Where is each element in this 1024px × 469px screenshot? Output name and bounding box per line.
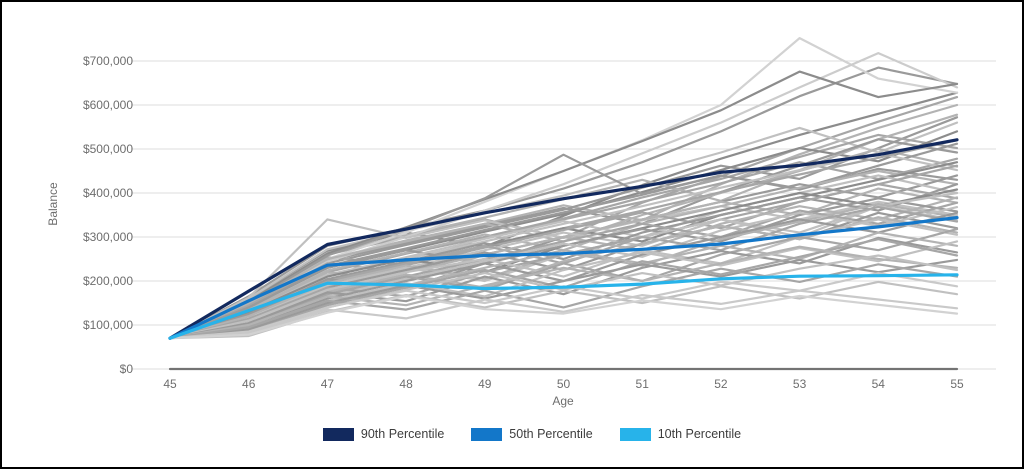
x-tick-label: 50 [557, 377, 571, 391]
y-tick-label: $600,000 [83, 98, 133, 112]
simulation-path [168, 236, 959, 340]
y-tick-label: $100,000 [83, 318, 133, 332]
50th-percentile-line [168, 216, 959, 340]
legend-item-10th-percentile: 10th Percentile [619, 427, 742, 441]
y-tick-label: $700,000 [83, 54, 133, 68]
legend-swatch-50th-icon [471, 427, 503, 441]
x-tick-label: 55 [950, 377, 964, 391]
90th-percentile-line [168, 138, 959, 340]
x-tick-label: 45 [163, 377, 177, 391]
x-tick-label: 52 [714, 377, 728, 391]
legend-item-50th-percentile: 50th Percentile [471, 427, 593, 441]
simulation-path [168, 289, 959, 340]
y-tick-label: $0 [120, 362, 134, 376]
simulation-path [168, 245, 959, 340]
10th-percentile-line [168, 273, 959, 340]
simulation-path [168, 121, 959, 340]
y-tick-label: $400,000 [83, 186, 133, 200]
y-axis-title: Balance [46, 182, 60, 226]
simulation-path [168, 91, 959, 340]
x-tick-label: 54 [872, 377, 886, 391]
simulation-path [168, 228, 959, 340]
x-axis-title: Age [552, 394, 574, 408]
y-tick-label: $200,000 [83, 274, 133, 288]
y-tick-label: $300,000 [83, 230, 133, 244]
simulation-path [168, 294, 959, 340]
simulation-path [168, 66, 959, 340]
legend-label-90th: 90th Percentile [360, 427, 445, 441]
legend-item-90th-percentile: 90th Percentile [322, 427, 445, 441]
legend-label-50th: 50th Percentile [509, 427, 593, 441]
legend-swatch-90th-icon [322, 427, 354, 441]
x-tick-label: 48 [399, 377, 413, 391]
simulation-path [168, 70, 959, 340]
x-tick-label: 51 [636, 377, 650, 391]
x-tick-label: 47 [321, 377, 335, 391]
x-tick-label: 49 [478, 377, 492, 391]
legend-swatch-10th-icon [619, 427, 651, 441]
x-tick-label: 46 [242, 377, 256, 391]
y-tick-label: $500,000 [83, 142, 133, 156]
chart-legend: 90th Percentile 50th Percentile 10th Per… [22, 427, 1022, 441]
x-tick-label: 53 [793, 377, 807, 391]
legend-label-10th: 10th Percentile [657, 427, 742, 441]
